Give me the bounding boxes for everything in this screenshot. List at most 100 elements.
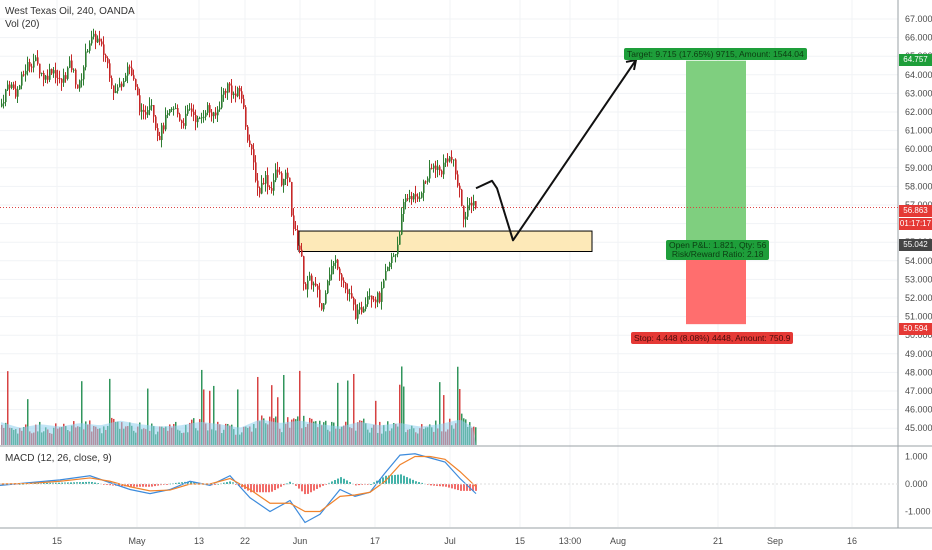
candle-body (181, 120, 183, 124)
macd-histogram-bar (253, 484, 255, 493)
candle-body (99, 38, 101, 42)
volume-bar (353, 374, 355, 445)
candle-body (11, 84, 13, 88)
macd-histogram-bar (421, 482, 423, 484)
candle-body (97, 38, 99, 43)
price-tick-label: 52.000 (905, 293, 932, 303)
macd-histogram-bar (358, 484, 360, 486)
candle-body (429, 167, 431, 179)
macd-histogram-bar (412, 479, 414, 484)
macd-histogram-bar (310, 484, 312, 493)
candle-body (237, 88, 239, 97)
candle-body (89, 43, 91, 51)
macd-tick-label: 1.000 (905, 452, 928, 462)
candle-body (409, 196, 411, 199)
candle-body (325, 293, 327, 304)
macd-histogram-bar (70, 482, 72, 484)
candle-body (301, 249, 303, 257)
candle-body (417, 196, 419, 199)
macd-histogram-bar (214, 484, 216, 485)
price-tick-label: 49.000 (905, 349, 932, 359)
candle-body (261, 182, 263, 194)
macd-histogram-bar (175, 482, 177, 484)
price-tick-label: 66.000 (905, 33, 932, 43)
macd-histogram-bar (418, 482, 420, 484)
stop-price-tag: 50.594 (899, 323, 932, 335)
price-tick-label: 45.000 (905, 423, 932, 433)
candle-body (95, 33, 97, 43)
macd-histogram-bar (148, 484, 150, 487)
macd-histogram-bar (157, 484, 159, 486)
candle-body (161, 125, 163, 141)
volume-bar (401, 366, 403, 445)
candle-body (23, 74, 25, 76)
price-tick-label: 60.000 (905, 144, 932, 154)
time-tick-label: 16 (847, 536, 857, 546)
macd-histogram-bar (262, 484, 264, 493)
candle-body (379, 292, 381, 302)
candle-body (363, 308, 365, 313)
candle-body (105, 54, 107, 59)
time-tick-label: 15 (515, 536, 525, 546)
candle-body (25, 70, 27, 75)
macd-histogram-bar (463, 484, 465, 491)
candle-body (427, 178, 429, 182)
candle-body (13, 84, 15, 89)
volume-bar (209, 390, 211, 445)
volume-bar (203, 389, 205, 445)
volume-bar (201, 369, 203, 445)
candle-body (43, 73, 45, 80)
candle-body (7, 84, 9, 90)
macd-histogram-bar (436, 484, 438, 486)
macd-histogram-bar (136, 484, 138, 487)
macd-histogram-bar (400, 474, 402, 484)
candle-body (9, 84, 11, 88)
candle-body (303, 256, 305, 284)
candle-body (53, 70, 55, 74)
volume-bar (399, 384, 401, 445)
candle-body (173, 108, 175, 110)
candle-body (145, 112, 147, 115)
candle-body (371, 295, 373, 300)
candle-body (149, 105, 151, 111)
price-tick-label: 54.000 (905, 256, 932, 266)
macd-histogram-bar (85, 481, 87, 484)
candle-body (163, 125, 165, 130)
macd-histogram-bar (193, 481, 195, 484)
macd-histogram-bar (112, 484, 114, 486)
price-tick-label: 51.000 (905, 312, 932, 322)
macd-tick-label: -1.000 (905, 507, 931, 517)
macd-histogram-bar (118, 484, 120, 486)
macd-histogram-bar (79, 482, 81, 484)
macd-histogram-bar (304, 484, 306, 495)
price-tick-label: 50.000 (905, 330, 932, 340)
candle-body (85, 51, 87, 68)
candle-body (77, 84, 79, 89)
macd-histogram-bar (190, 481, 192, 484)
macd-histogram-bar (91, 481, 93, 484)
candle-body (319, 289, 321, 304)
last-price-tag: 56.863 (899, 205, 932, 217)
candle-body (3, 102, 5, 104)
candle-body (199, 117, 201, 119)
macd-histogram-bar (451, 484, 453, 489)
macd-histogram-bar (49, 482, 51, 484)
candle-body (191, 108, 193, 112)
macd-histogram-bar (397, 474, 399, 484)
macd-histogram-bar (139, 484, 141, 487)
candle-body (119, 83, 121, 88)
candle-body (439, 166, 441, 171)
candle-body (309, 275, 311, 281)
candle-body (225, 90, 227, 93)
candle-body (331, 266, 333, 275)
candle-body (351, 293, 353, 299)
candle-body (231, 85, 233, 96)
candle-body (475, 201, 477, 209)
candle-body (129, 66, 131, 68)
candle-body (461, 189, 463, 206)
macd-histogram-bar (340, 477, 342, 484)
candle-body (265, 175, 267, 184)
macd-histogram-bar (73, 482, 75, 484)
candle-body (193, 111, 195, 116)
